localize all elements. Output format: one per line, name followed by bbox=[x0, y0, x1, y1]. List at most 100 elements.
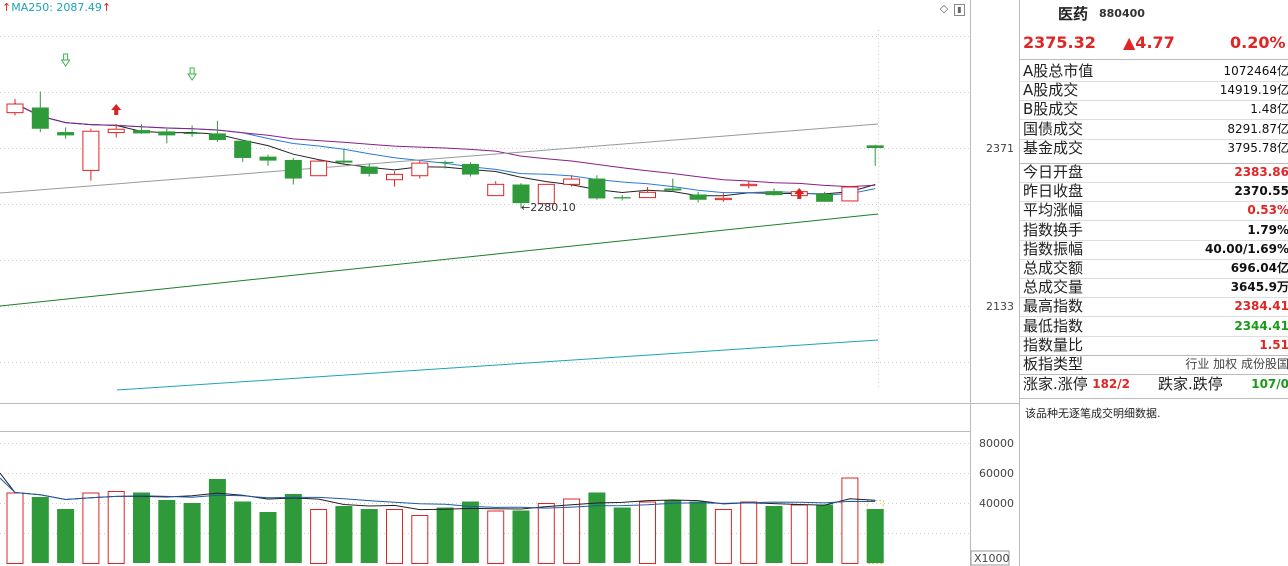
candle-body bbox=[411, 162, 429, 177]
stat-value: 2384.41 bbox=[1234, 299, 1288, 314]
volume-bar bbox=[133, 492, 150, 563]
stat-label: 最高指数 bbox=[1023, 297, 1084, 316]
volume-bar bbox=[487, 510, 505, 564]
candle-body bbox=[133, 130, 150, 134]
row-divider bbox=[1020, 316, 1288, 318]
board-type-row: 板指类型 行业 加权 成份股国 bbox=[1023, 355, 1288, 373]
price-tick-label: 2133 bbox=[986, 300, 1014, 313]
stat-row: 指数量比 1.51 bbox=[1020, 336, 1288, 355]
stat-label: 今日开盘 bbox=[1023, 163, 1084, 181]
candle-body bbox=[537, 183, 555, 205]
candle-body bbox=[816, 193, 834, 202]
volume-bar bbox=[107, 491, 125, 564]
stat-value: 1.79% bbox=[1247, 222, 1288, 237]
volume-bar bbox=[284, 494, 302, 563]
stat-label: 总成交量 bbox=[1023, 278, 1084, 297]
candle-body bbox=[613, 197, 631, 199]
candle-body bbox=[208, 133, 226, 141]
volume-unit-label: X1000 bbox=[974, 552, 1010, 565]
candle-body bbox=[588, 178, 606, 199]
candle-body bbox=[82, 130, 100, 171]
market-label: A股成交 bbox=[1023, 81, 1079, 100]
row-divider bbox=[1020, 278, 1288, 279]
candle-body bbox=[31, 107, 49, 129]
volume-bar bbox=[259, 512, 277, 563]
row-divider bbox=[1020, 138, 1288, 140]
stock-code: 880400 bbox=[1099, 7, 1145, 20]
row-divider bbox=[1020, 335, 1288, 337]
stat-value: 1.51 bbox=[1259, 337, 1288, 352]
quote-panel: 医药 880400 2375.32 ▲4.77 0.20% A股总市值 10724… bbox=[1019, 0, 1288, 566]
tick-data-note: 该品种无逐笔成交明细数据. bbox=[1025, 407, 1161, 420]
stat-row: 指数换手 1.79% bbox=[1020, 221, 1288, 241]
ma60-line bbox=[0, 123, 879, 194]
volume-bar bbox=[82, 492, 100, 564]
row-divider bbox=[1020, 239, 1288, 241]
volume-bar bbox=[664, 500, 682, 563]
candle-body bbox=[740, 183, 758, 187]
market-value: 3795.78亿 bbox=[1227, 140, 1288, 155]
market-value: 1072464亿 bbox=[1223, 64, 1288, 78]
stat-row: 总成交量 3645.9万 bbox=[1020, 278, 1288, 299]
candle-body bbox=[234, 140, 252, 158]
candle-body bbox=[360, 166, 378, 174]
stat-value: 2344.41 bbox=[1234, 318, 1288, 333]
row-divider bbox=[1020, 220, 1288, 222]
down-count: 107/0 bbox=[1251, 377, 1288, 391]
candle-body bbox=[512, 184, 530, 204]
market-label: 基金成交 bbox=[1023, 138, 1084, 157]
candle-body bbox=[765, 191, 783, 196]
volume-bar bbox=[461, 501, 479, 563]
stat-value: 0.53% bbox=[1247, 203, 1288, 218]
divider bbox=[1020, 355, 1288, 356]
volume-bar bbox=[765, 506, 783, 563]
row-divider bbox=[1020, 100, 1288, 102]
divider bbox=[1020, 398, 1288, 399]
volume-bar bbox=[183, 503, 201, 563]
diamond-icon[interactable]: ◇ bbox=[939, 2, 949, 15]
candle-body bbox=[866, 145, 884, 148]
divider bbox=[1020, 163, 1288, 164]
candle-body bbox=[841, 186, 859, 202]
volume-bar bbox=[563, 498, 581, 564]
volume-bar bbox=[866, 509, 884, 563]
volume-bar bbox=[31, 497, 49, 563]
divider bbox=[1020, 374, 1288, 375]
volume-unit-box bbox=[970, 550, 1010, 566]
candle-body bbox=[639, 191, 656, 199]
price-change: ▲4.77 bbox=[1123, 33, 1175, 52]
stat-label: 指数量比 bbox=[1023, 335, 1084, 354]
market-row: B股成交 1.48亿 bbox=[1020, 100, 1288, 121]
row-divider bbox=[1020, 258, 1288, 260]
candle-body bbox=[183, 132, 201, 135]
volume-bar bbox=[6, 492, 24, 564]
volume-bar bbox=[740, 501, 758, 564]
volume-bar bbox=[158, 500, 176, 563]
candle-body bbox=[107, 128, 125, 134]
candle-body bbox=[158, 131, 176, 136]
volume-bar bbox=[310, 509, 328, 564]
board-type-tags[interactable]: 行业 加权 成份股国 bbox=[1185, 357, 1288, 371]
panel-toggle-icon[interactable]: ▮ bbox=[954, 4, 965, 16]
candle-body bbox=[310, 160, 328, 177]
volume-bar bbox=[816, 504, 834, 563]
market-label: 国债成交 bbox=[1023, 119, 1084, 138]
volume-tick-label: 60000 bbox=[979, 467, 1014, 480]
stat-row: 指数振幅 40.00/1.69% bbox=[1020, 240, 1288, 260]
stat-row: 昨日收盘 2370.55 bbox=[1020, 182, 1288, 203]
stat-value: 696.04亿 bbox=[1230, 261, 1288, 275]
candle-body bbox=[6, 103, 24, 114]
candle-body bbox=[689, 194, 707, 200]
volume-tick-label: 40000 bbox=[979, 497, 1014, 510]
volume-bar bbox=[866, 500, 884, 564]
row-divider bbox=[1020, 81, 1288, 82]
volume-bar bbox=[689, 501, 707, 563]
price-tick-label: 2371 bbox=[986, 142, 1014, 155]
stat-label: 最低指数 bbox=[1023, 316, 1084, 335]
chart-toolbar: ◇ ▮ bbox=[934, 2, 965, 16]
ma20-line bbox=[14, 103, 876, 188]
volume-bar bbox=[714, 509, 732, 564]
kline-chart[interactable]: 2371 2133 ←2280.10 80000 60000 40000 X1000 bbox=[0, 0, 1019, 566]
sell-signal-icon bbox=[187, 67, 198, 81]
stat-label: 平均涨幅 bbox=[1023, 201, 1084, 220]
